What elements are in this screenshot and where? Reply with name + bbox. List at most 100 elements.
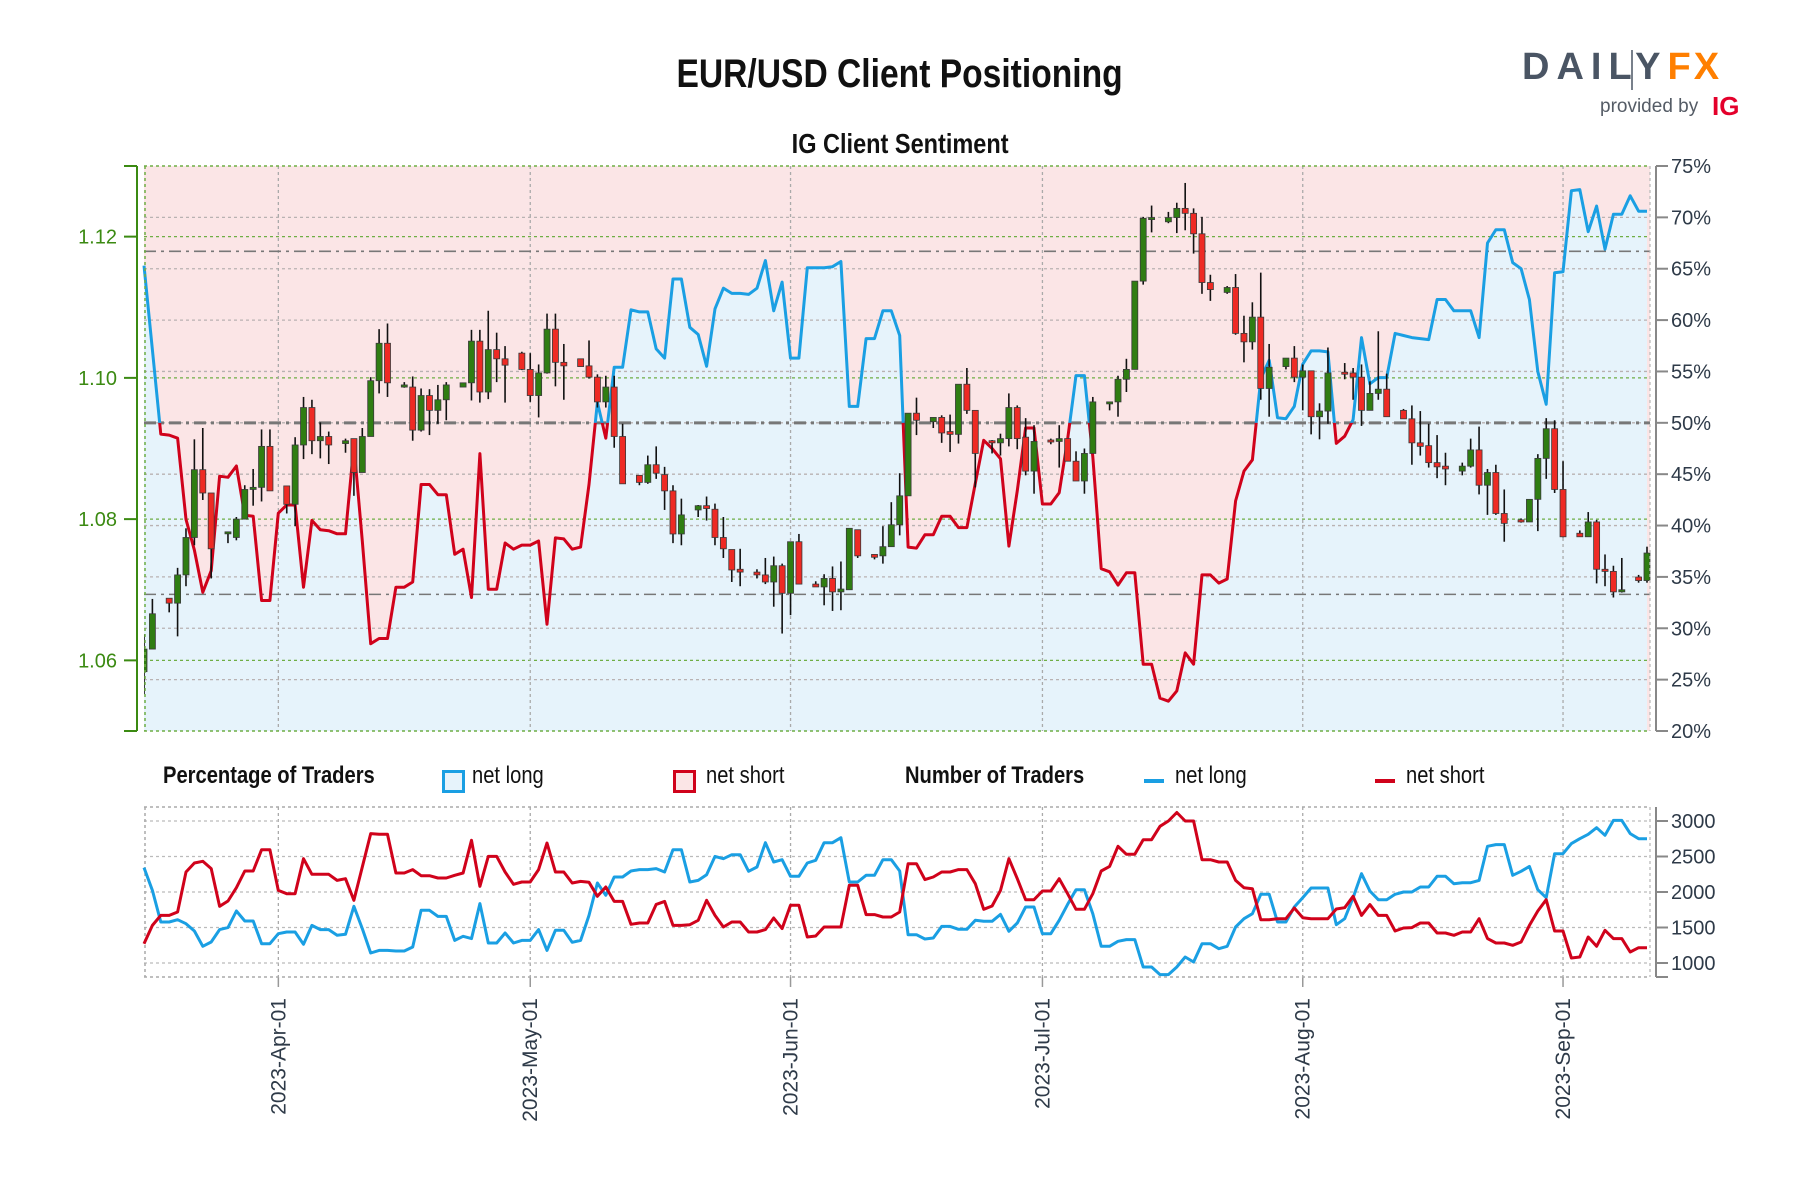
candle — [1265, 343, 1273, 417]
candle — [1559, 461, 1567, 538]
candle-body-down — [165, 597, 173, 604]
candle — [594, 374, 601, 408]
candle — [400, 382, 408, 388]
date-tick-label: 2023-Jul-01 — [1031, 998, 1054, 1109]
candle — [1223, 286, 1231, 294]
candle-body-down — [1349, 372, 1357, 378]
candle-body-up — [1584, 521, 1592, 538]
percent-tick-label: 20% — [1671, 721, 1711, 743]
price-tick-label: 1.10 — [78, 368, 117, 390]
candle — [1576, 530, 1584, 538]
candle — [224, 531, 232, 544]
candle — [711, 503, 719, 546]
percent-tick-label: 30% — [1671, 618, 1711, 640]
candle — [955, 383, 962, 444]
candle — [190, 439, 198, 546]
candle — [963, 367, 971, 414]
candle-body-up — [1164, 217, 1172, 223]
candle-body-up — [375, 342, 383, 382]
candle-body-down — [526, 368, 534, 396]
candle — [484, 310, 492, 400]
ig-logo: IG — [1712, 91, 1740, 121]
candle-body-up — [1005, 407, 1013, 440]
candle — [1500, 489, 1508, 542]
candle — [1593, 519, 1601, 584]
price-tick-label: 1.06 — [78, 650, 117, 672]
candle-body-up — [1223, 287, 1231, 293]
candle — [1551, 420, 1559, 493]
candle — [1492, 464, 1500, 515]
candle — [736, 548, 744, 587]
candle-body-down — [1341, 371, 1349, 375]
candle — [249, 468, 257, 506]
candle — [417, 388, 425, 432]
candle — [1114, 375, 1122, 417]
candle-body-up — [190, 469, 198, 538]
candle-body-up — [434, 399, 442, 411]
chart-title-text: EUR/USD Client Positioning — [676, 52, 1124, 96]
legend-net-short-line — [1375, 779, 1395, 783]
candle — [1181, 182, 1189, 231]
candle — [602, 375, 610, 408]
candle-body-down — [1190, 212, 1197, 235]
candle-body-up — [1643, 552, 1651, 581]
date-tick-label: 2023-Jun-01 — [780, 998, 803, 1116]
candle-body-up — [484, 349, 492, 393]
candle — [308, 399, 316, 455]
candle-body-down — [946, 431, 954, 435]
candle — [1534, 454, 1542, 532]
candle-body-up — [224, 531, 232, 535]
candle-body-down — [1047, 439, 1055, 443]
percent-tick-label: 60% — [1671, 310, 1711, 332]
candle — [300, 396, 307, 460]
candle-body-down — [493, 349, 501, 360]
candle — [644, 455, 652, 484]
percent-tick-label: 65% — [1671, 259, 1711, 281]
legend-net-long-swatch — [442, 770, 465, 793]
candles — [144, 182, 1651, 695]
candle-body-down — [1635, 576, 1643, 581]
candle — [677, 498, 685, 546]
candle — [1164, 211, 1172, 224]
candle — [1307, 370, 1315, 435]
candle-body-up — [241, 489, 249, 520]
candle — [1475, 426, 1483, 495]
candle-body-down — [619, 436, 627, 485]
candle-body-down — [501, 358, 509, 366]
candle — [1139, 216, 1147, 285]
candle-body-up — [291, 444, 299, 505]
candle — [795, 533, 803, 585]
candle-body-down — [652, 464, 660, 474]
candle-body-down — [1408, 418, 1416, 444]
candle-body-down — [1013, 407, 1021, 440]
chart-title: EUR/USD Client Positioning — [0, 52, 1800, 97]
candle-body-down — [1475, 449, 1483, 486]
percent-tick-label: 70% — [1671, 207, 1711, 229]
candle-body-down — [938, 417, 946, 434]
candle — [694, 505, 702, 518]
candle — [1047, 438, 1055, 445]
candle — [1618, 557, 1626, 593]
percent-tick-label: 40% — [1671, 516, 1711, 538]
candle-body-down — [778, 565, 786, 594]
date-tick-label: 2023-Sep-01 — [1552, 998, 1575, 1119]
candle-body-up — [1282, 357, 1290, 367]
candle — [1374, 331, 1382, 400]
candle-body-down — [1072, 460, 1080, 482]
candle — [358, 428, 366, 473]
candle — [182, 528, 190, 587]
candle — [1013, 405, 1021, 450]
candle — [887, 502, 895, 548]
candle-body-down — [1358, 376, 1365, 411]
candle — [1064, 438, 1072, 462]
candle — [913, 397, 920, 436]
candle-body-down — [1198, 233, 1206, 283]
candle — [946, 414, 954, 453]
percent-tick-label: 50% — [1671, 413, 1711, 435]
legend-count-net-long-label: net long — [1175, 762, 1247, 789]
candle-body-up — [1366, 393, 1374, 411]
candle — [1408, 405, 1416, 465]
candle — [434, 384, 442, 424]
candle-body-up — [1248, 316, 1256, 343]
candle — [1542, 418, 1550, 479]
